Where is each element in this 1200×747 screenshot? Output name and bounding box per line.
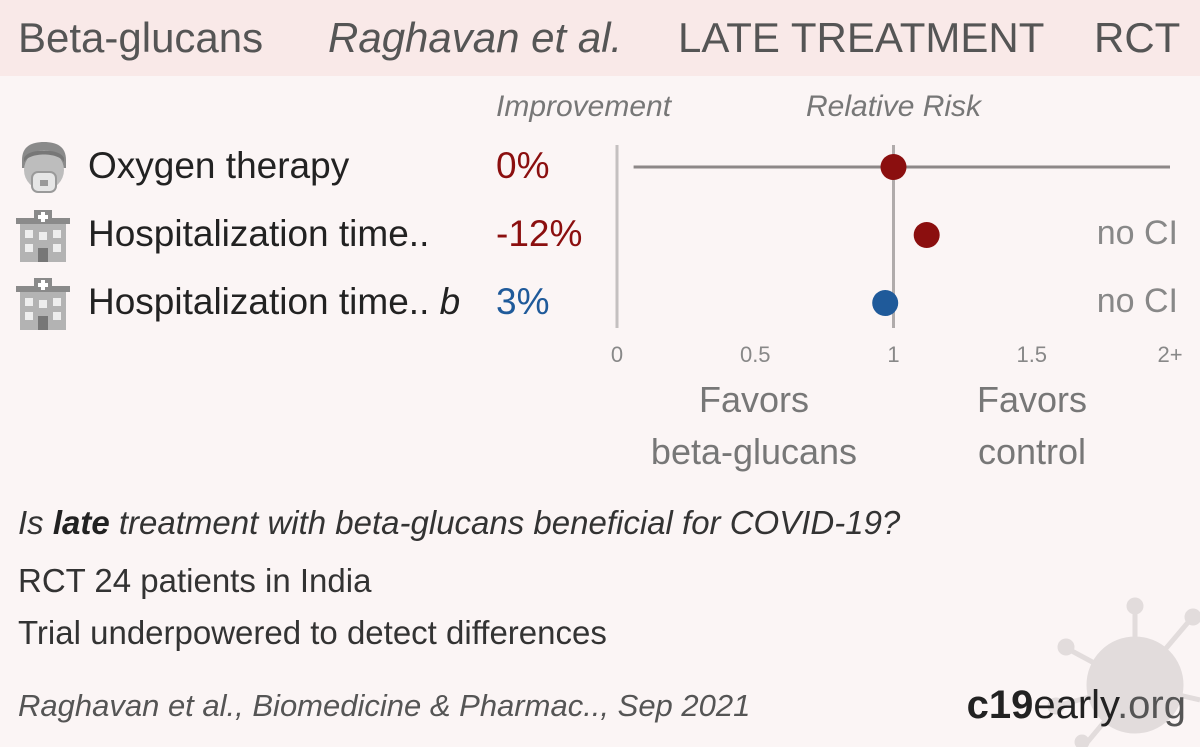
study-authors: Raghavan et al. — [328, 14, 623, 61]
forest-plot: 0 0.5 1 1.5 2+ — [611, 145, 1183, 367]
x-tick-label: 0.5 — [740, 342, 771, 367]
ci-note: no CI — [1096, 282, 1178, 320]
x-tick-label: 1 — [887, 342, 899, 367]
outcome-label: Oxygen therapy — [88, 145, 350, 186]
citation: Raghavan et al., Biomedicine & Pharmac..… — [18, 688, 751, 723]
favors-control-label: Favors control — [976, 379, 1088, 472]
effect-point — [913, 222, 940, 248]
outcome-label: Hospitalization time.. b — [88, 281, 461, 322]
hospital-icon — [16, 210, 70, 262]
x-tick-label: 2+ — [1157, 342, 1182, 367]
treatment-title: Beta-glucans — [18, 14, 264, 61]
power-note: Trial underpowered to detect differences — [18, 614, 607, 651]
relative-risk-column-header: Relative Risk — [806, 90, 982, 123]
x-tick-label: 0 — [611, 342, 623, 367]
effect-point — [872, 290, 899, 316]
study-summary: RCT 24 patients in India — [18, 562, 372, 599]
treatment-stage: LATE TREATMENT — [678, 14, 1045, 61]
brand-logo: c19early.org — [966, 683, 1186, 727]
x-tick-label: 1.5 — [1016, 342, 1047, 367]
study-design: RCT — [1094, 14, 1181, 61]
improvement-value: 3% — [496, 281, 550, 322]
ci-note: no CI — [1096, 214, 1178, 252]
hospital-icon — [16, 278, 70, 330]
effect-point — [880, 154, 907, 180]
study-question: Is late treatment with beta-glucans bene… — [18, 504, 901, 541]
virus-watermark-icon — [1047, 597, 1200, 747]
favors-treatment-label: Favors beta-glucans — [650, 379, 858, 472]
improvement-column-header: Improvement — [496, 90, 672, 123]
outcome-label: Hospitalization time.. — [88, 213, 430, 254]
title-bar — [0, 0, 1200, 76]
patient-oxygen-icon — [22, 142, 66, 193]
improvement-value: 0% — [496, 145, 550, 186]
improvement-value: -12% — [496, 213, 583, 254]
